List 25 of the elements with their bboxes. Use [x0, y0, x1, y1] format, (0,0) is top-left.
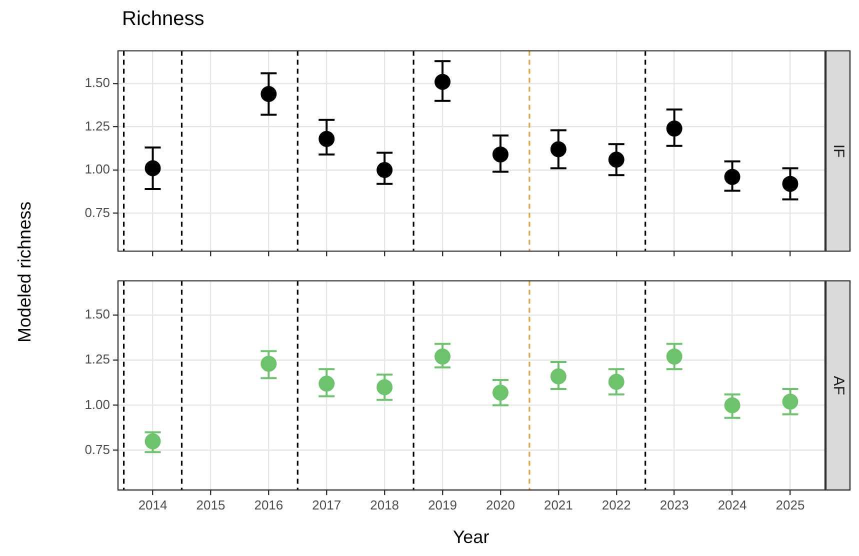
y-tick-label: 1.00 [84, 396, 110, 412]
x-tick-label: 2021 [544, 497, 573, 512]
x-tick-label: 2017 [312, 497, 342, 512]
x-tick-label: 2016 [254, 497, 284, 512]
x-tick-label: 2024 [718, 497, 747, 512]
x-tick-label: 2019 [428, 497, 457, 512]
x-tick-label: 2020 [486, 497, 515, 512]
x-tick-label: 2018 [370, 497, 400, 512]
x-tick-label: 2014 [138, 497, 168, 512]
y-tick-label: 1.25 [84, 118, 110, 134]
chart-title: Richness [122, 8, 204, 31]
text: AF [830, 376, 847, 395]
x-tick-label: 2025 [776, 497, 805, 512]
y-tick-label: 1.00 [84, 162, 110, 177]
text: IF [830, 144, 847, 158]
y-tick-label: 1.50 [84, 75, 110, 90]
x-tick-label: 2015 [196, 497, 226, 512]
y-tick-label: 1.25 [84, 352, 110, 367]
y-tick-label: 1.50 [84, 306, 110, 322]
y-axis-title: Modeled richness [14, 201, 36, 343]
y-tick-label: 0.75 [84, 204, 110, 220]
x-axis-title: Year [452, 527, 490, 548]
x-tick-label: 2023 [660, 497, 689, 512]
x-tick-label: 2022 [602, 497, 631, 512]
y-tick-label: 0.75 [84, 442, 110, 457]
